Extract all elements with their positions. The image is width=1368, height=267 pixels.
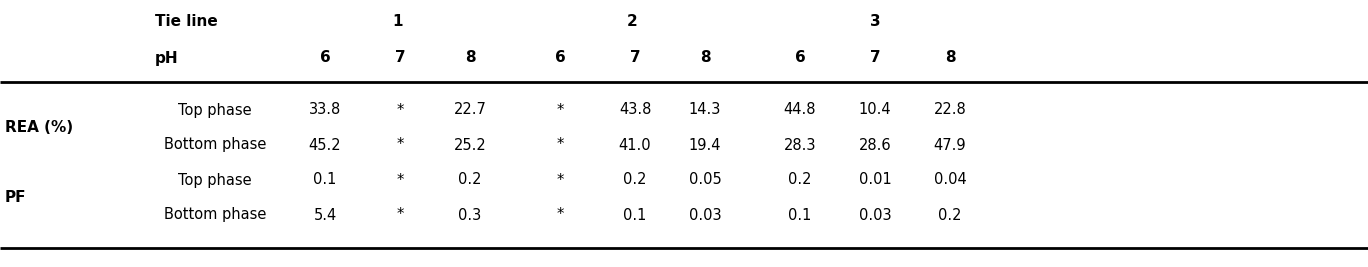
Text: 0.1: 0.1 — [788, 207, 811, 222]
Text: 19.4: 19.4 — [688, 138, 721, 152]
Text: *: * — [397, 103, 404, 117]
Text: 43.8: 43.8 — [618, 103, 651, 117]
Text: 6: 6 — [795, 50, 806, 65]
Text: 0.03: 0.03 — [688, 207, 721, 222]
Text: 22.8: 22.8 — [933, 103, 966, 117]
Text: *: * — [557, 172, 564, 187]
Text: 6: 6 — [554, 50, 565, 65]
Text: pH: pH — [155, 50, 179, 65]
Text: *: * — [557, 103, 564, 117]
Text: 0.05: 0.05 — [688, 172, 721, 187]
Text: 6: 6 — [320, 50, 331, 65]
Text: PF: PF — [5, 190, 26, 205]
Text: 10.4: 10.4 — [859, 103, 892, 117]
Text: 0.2: 0.2 — [788, 172, 811, 187]
Text: 47.9: 47.9 — [934, 138, 966, 152]
Text: 0.2: 0.2 — [624, 172, 647, 187]
Text: Tie line: Tie line — [155, 14, 218, 29]
Text: 25.2: 25.2 — [454, 138, 487, 152]
Text: 33.8: 33.8 — [309, 103, 341, 117]
Text: 0.04: 0.04 — [933, 172, 966, 187]
Text: REA (%): REA (%) — [5, 120, 73, 135]
Text: 0.1: 0.1 — [313, 172, 337, 187]
Text: 0.1: 0.1 — [624, 207, 647, 222]
Text: 5.4: 5.4 — [313, 207, 337, 222]
Text: 0.01: 0.01 — [859, 172, 892, 187]
Text: 41.0: 41.0 — [618, 138, 651, 152]
Text: *: * — [397, 172, 404, 187]
Text: 28.6: 28.6 — [859, 138, 892, 152]
Text: 0.2: 0.2 — [938, 207, 962, 222]
Text: *: * — [557, 207, 564, 222]
Text: 1: 1 — [393, 14, 402, 29]
Text: Top phase: Top phase — [178, 103, 252, 117]
Text: 0.3: 0.3 — [458, 207, 482, 222]
Text: Bottom phase: Bottom phase — [164, 207, 267, 222]
Text: 44.8: 44.8 — [784, 103, 817, 117]
Text: *: * — [557, 138, 564, 152]
Text: Bottom phase: Bottom phase — [164, 138, 267, 152]
Text: *: * — [397, 138, 404, 152]
Text: 8: 8 — [465, 50, 475, 65]
Text: 2: 2 — [627, 14, 637, 29]
Text: 0.03: 0.03 — [859, 207, 892, 222]
Text: 8: 8 — [945, 50, 955, 65]
Text: 7: 7 — [395, 50, 405, 65]
Text: 7: 7 — [870, 50, 881, 65]
Text: 22.7: 22.7 — [454, 103, 487, 117]
Text: 7: 7 — [629, 50, 640, 65]
Text: 28.3: 28.3 — [784, 138, 817, 152]
Text: Top phase: Top phase — [178, 172, 252, 187]
Text: 8: 8 — [699, 50, 710, 65]
Text: 3: 3 — [870, 14, 881, 29]
Text: 14.3: 14.3 — [689, 103, 721, 117]
Text: 45.2: 45.2 — [309, 138, 341, 152]
Text: *: * — [397, 207, 404, 222]
Text: 0.2: 0.2 — [458, 172, 482, 187]
